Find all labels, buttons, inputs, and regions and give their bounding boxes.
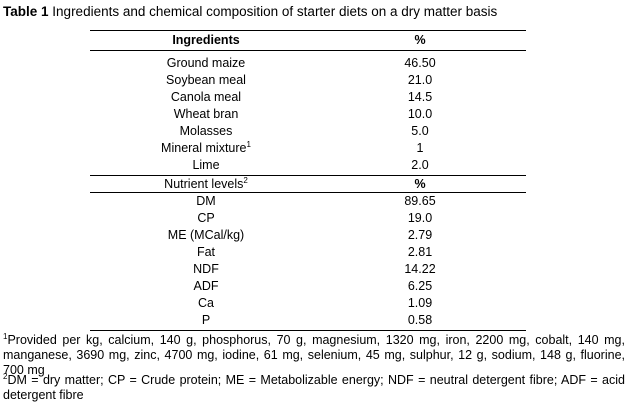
- nutrient-name: ADF: [193, 279, 219, 293]
- header-percent: %: [414, 33, 426, 47]
- nutrient-name: ME (MCal/kg): [167, 228, 245, 242]
- nutrient-header-rule: [90, 192, 526, 193]
- header-nutrient-levels: Nutrient levels: [164, 177, 244, 191]
- table-header-row: Ingredients %: [90, 32, 526, 49]
- table-row: ME (MCal/kg) 2.79: [90, 227, 526, 244]
- table-row: CP 19.0: [90, 210, 526, 227]
- nutrient-value: 0.58: [407, 313, 433, 327]
- nutrient-value: 1.09: [407, 296, 433, 310]
- ingredient-value: 46.50: [404, 56, 436, 70]
- table-row: P 0.58: [90, 312, 526, 329]
- table-row: Canola meal 14.5: [90, 89, 526, 106]
- nutrient-levels-cell: Nutrient levels2: [90, 176, 322, 193]
- table-row: Fat 2.81: [90, 244, 526, 261]
- nutrient-name: NDF: [193, 262, 219, 276]
- nutrient-value: 89.65: [404, 194, 436, 208]
- nutrient-name: CP: [197, 211, 215, 225]
- table-top-rule: [90, 30, 526, 31]
- nutrient-value: 14.22: [404, 262, 436, 276]
- table-row: Ground maize 46.50: [90, 55, 526, 72]
- ingredient-name: Ground maize: [166, 56, 246, 70]
- footnote-1-text: Provided per kg, calcium, 140 g, phospho…: [3, 333, 625, 377]
- section-rule: [90, 175, 526, 176]
- header-rule: [90, 50, 526, 51]
- ingredient-value: 5.0: [411, 124, 429, 138]
- table-row: Molasses 5.0: [90, 123, 526, 140]
- ingredient-name: Wheat bran: [173, 107, 239, 121]
- table-caption: Table 1 Ingredients and chemical composi…: [3, 4, 497, 20]
- nutrient-value: 6.25: [407, 279, 433, 293]
- nutrient-header-row: Nutrient levels2 %: [90, 176, 526, 193]
- ingredient-name: Mineral mixture: [161, 141, 247, 155]
- nutrient-name: Fat: [196, 245, 216, 259]
- ingredient-value: 21.0: [407, 73, 433, 87]
- table-label: Table 1: [3, 4, 49, 19]
- nutrient-value: 2.79: [407, 228, 433, 242]
- nutrient-name: Ca: [198, 296, 214, 310]
- nutrient-name: DM: [196, 194, 216, 208]
- footnote-marker: 1: [3, 332, 8, 341]
- table-row: DM 89.65: [90, 193, 526, 210]
- table-row: NDF 14.22: [90, 261, 526, 278]
- nutrient-name: P: [201, 313, 211, 327]
- ingredient-name: Lime: [192, 158, 220, 172]
- table-row: Lime 2.0: [90, 157, 526, 174]
- table-row: Ca 1.09: [90, 295, 526, 312]
- ingredient-name: Molasses: [179, 124, 233, 138]
- table-row: Mineral mixture1 1: [90, 140, 526, 157]
- footnote-2: 2DM = dry matter; CP = Crude protein; ME…: [3, 373, 625, 403]
- footnote-marker: 2: [243, 176, 248, 185]
- table-row: Soybean meal 21.0: [90, 72, 526, 89]
- footnote-marker: 1: [246, 140, 251, 149]
- header-ingredients: Ingredients: [172, 33, 240, 47]
- header-percent: %: [414, 177, 426, 191]
- ingredient-value: 14.5: [407, 90, 433, 104]
- ingredient-name-cell: Mineral mixture1: [90, 140, 322, 157]
- ingredient-name: Soybean meal: [166, 73, 246, 87]
- table-bottom-rule: [90, 330, 526, 331]
- footnote-marker: 2: [3, 372, 8, 381]
- ingredient-value: 2.0: [411, 158, 429, 172]
- footnote-2-text: DM = dry matter; CP = Crude protein; ME …: [3, 373, 625, 402]
- table-title: Ingredients and chemical composition of …: [52, 4, 498, 19]
- ingredient-value: 1: [416, 141, 424, 155]
- ingredient-value: 10.0: [407, 107, 433, 121]
- nutrient-value: 2.81: [407, 245, 433, 259]
- table-row: ADF 6.25: [90, 278, 526, 295]
- footnote-1: 1Provided per kg, calcium, 140 g, phosph…: [3, 333, 625, 378]
- ingredient-name: Canola meal: [170, 90, 242, 104]
- table-row: Wheat bran 10.0: [90, 106, 526, 123]
- nutrient-value: 19.0: [407, 211, 433, 225]
